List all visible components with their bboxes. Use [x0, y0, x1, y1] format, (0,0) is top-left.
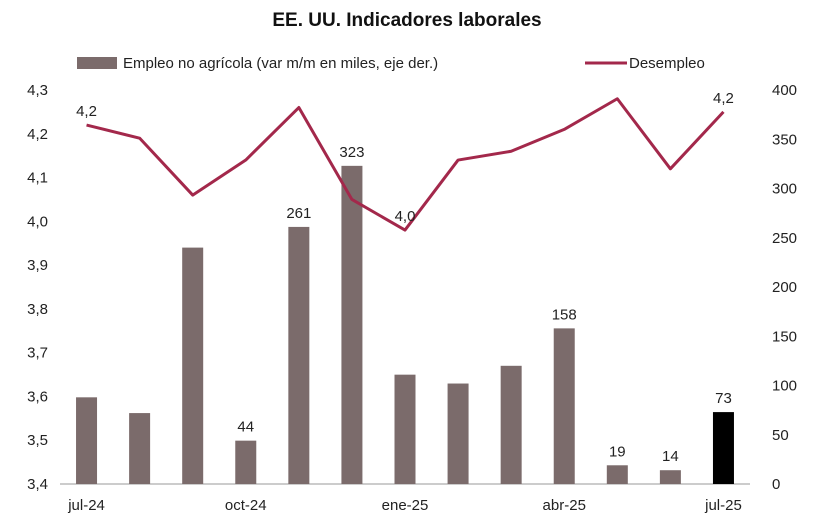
- y-left-tick-label: 4,3: [27, 82, 48, 99]
- y-right-tick-label: 250: [772, 230, 797, 247]
- bar: [659, 470, 681, 484]
- line-data-label: 4,0: [395, 208, 416, 225]
- bar-data-label: 14: [662, 448, 679, 465]
- bar-data-label: 323: [339, 144, 364, 161]
- x-tick-label: abr-25: [543, 497, 586, 514]
- y-left-tick-label: 3,8: [27, 301, 48, 318]
- x-tick-label: ene-25: [382, 497, 429, 514]
- y-right-tick-label: 400: [772, 82, 797, 99]
- bar: [235, 440, 257, 484]
- y-left-tick-label: 4,2: [27, 126, 48, 143]
- y-right-tick-label: 0: [772, 476, 780, 493]
- legend-bar-label: Empleo no agrícola (var m/m en miles, ej…: [123, 55, 438, 72]
- y-right-tick-label: 350: [772, 131, 797, 148]
- bar: [288, 226, 310, 485]
- y-right-tick-label: 100: [772, 378, 797, 395]
- y-left-tick-label: 4,0: [27, 213, 48, 230]
- bar: [447, 383, 469, 484]
- unemployment-line: [86, 97, 725, 232]
- bar-data-label: 73: [715, 390, 732, 407]
- y-left-tick-label: 3,5: [27, 432, 48, 449]
- y-left-tick-label: 3,4: [27, 476, 48, 493]
- legend-line-label: Desempleo: [629, 55, 705, 72]
- y-left-tick-label: 3,7: [27, 345, 48, 362]
- x-tick-label: jul-25: [704, 497, 742, 514]
- bar-data-label: 261: [286, 205, 311, 222]
- bar: [553, 328, 575, 484]
- bar-data-label: 158: [552, 306, 577, 323]
- bar: [712, 412, 734, 484]
- y-right-tick-label: 200: [772, 279, 797, 296]
- legend: Empleo no agrícola (var m/m en miles, ej…: [77, 55, 705, 72]
- line-series: [86, 97, 725, 232]
- bar-data-label: 19: [609, 443, 626, 460]
- x-tick-label: oct-24: [225, 497, 267, 514]
- y-right-tick-label: 300: [772, 181, 797, 198]
- axes: 3,4 3,5 3,6 3,7 3,8 3,9 4,0 4,1 4,2 4,3 0 50 100 150 2…: [27, 82, 797, 514]
- y-left-tick-label: 3,9: [27, 257, 48, 274]
- legend-bar-swatch: [77, 57, 117, 69]
- bar: [182, 247, 204, 484]
- bar: [76, 397, 98, 484]
- bar: [341, 165, 363, 484]
- y-right-tick-label: 50: [772, 427, 789, 444]
- bar-data-label: 44: [237, 419, 254, 436]
- data-labels: 44 261 323 158 19 14 73 4,2 4,0 4,2: [76, 90, 734, 465]
- chart-title: EE. UU. Indicadores laborales: [272, 10, 542, 31]
- line-data-label: 4,2: [76, 103, 97, 120]
- x-tick-label: jul-24: [67, 497, 105, 514]
- bar: [129, 413, 151, 484]
- bar-series: [76, 165, 734, 485]
- y-right-tick-label: 150: [772, 328, 797, 345]
- bar: [500, 365, 522, 484]
- y-left-tick-label: 4,1: [27, 170, 48, 187]
- line-data-label: 4,2: [713, 90, 734, 107]
- bar: [394, 374, 416, 484]
- bar: [606, 465, 628, 484]
- y-left-tick-label: 3,6: [27, 388, 48, 405]
